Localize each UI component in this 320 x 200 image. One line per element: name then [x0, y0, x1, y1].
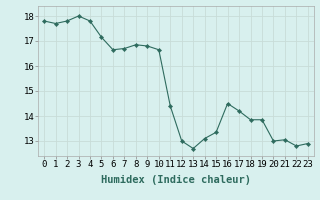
- X-axis label: Humidex (Indice chaleur): Humidex (Indice chaleur): [101, 175, 251, 185]
